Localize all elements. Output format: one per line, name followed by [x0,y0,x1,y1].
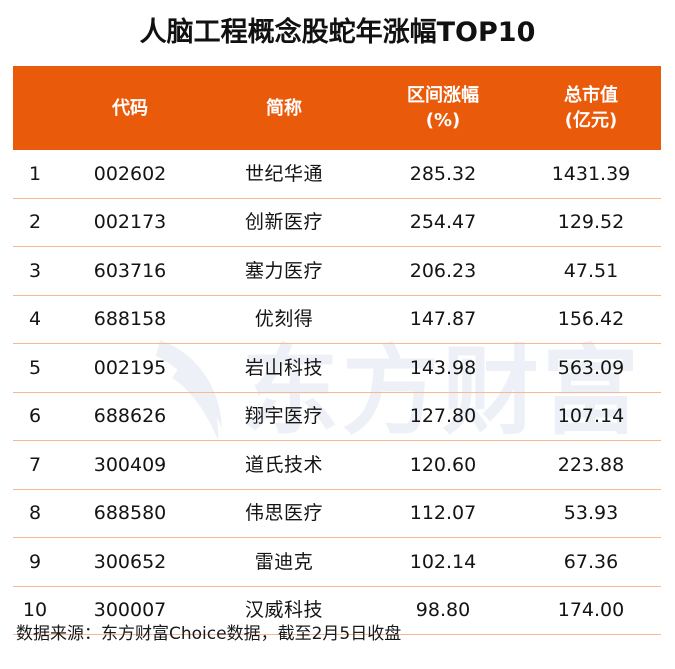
cell-mktcap: 156.42 [557,308,625,331]
cell-mktcap: 47.51 [563,259,619,282]
cell-mktcap: 174.00 [557,599,625,622]
cell-mktcap: 1431.39 [551,162,631,185]
cell-mktcap: 67.36 [563,550,619,573]
table-row: 9 300652 雷迪克 102.14 67.36 [13,538,661,587]
column-header-name: 简称 [203,96,365,121]
cell-name: 岩山科技 [244,356,323,379]
cell-code: 688626 [93,405,167,428]
column-header-mktcap-unit: (亿元) [564,110,618,131]
cell-code: 603716 [93,259,167,282]
cell-rank: 8 [28,502,42,525]
table-row: 5 002195 岩山科技 143.98 563.09 [13,344,661,393]
cell-change: 143.98 [409,356,477,379]
cell-code: 002173 [93,211,167,234]
cell-rank: 3 [28,259,42,282]
cell-change: 112.07 [409,502,477,525]
cell-code: 300007 [93,599,167,622]
column-header-mktcap-label: 总市值 [564,85,618,106]
cell-code: 688158 [93,308,167,331]
table-row: 4 688158 优刻得 147.87 156.42 [13,296,661,344]
column-header-change: 区间涨幅 (%) [365,83,521,133]
cell-rank: 1 [28,162,42,185]
data-source-note: 数据来源：东方财富Choice数据，截至2月5日收盘 [16,624,402,644]
cell-name: 伟思医疗 [244,502,323,525]
cell-name: 塞力医疗 [244,259,323,282]
cell-mktcap: 563.09 [557,356,625,379]
cell-change: 285.32 [409,162,477,185]
cell-name: 汉威科技 [244,599,323,622]
cell-mktcap: 223.88 [557,453,625,476]
table-row: 3 603716 塞力医疗 206.23 47.51 [13,247,661,296]
cell-rank: 4 [28,308,42,331]
column-header-change-label: 区间涨幅 [407,85,479,106]
table-row: 8 688580 伟思医疗 112.07 53.93 [13,490,661,538]
column-header-code: 代码 [57,96,203,121]
cell-change: 120.60 [409,453,477,476]
cell-change: 127.80 [409,405,477,428]
column-header-change-unit: (%) [425,110,461,131]
cell-code: 688580 [93,502,167,525]
column-header-code-label: 代码 [112,97,148,119]
cell-rank: 5 [28,356,42,379]
cell-name: 道氏技术 [244,453,323,476]
column-header-mktcap: 总市值 (亿元) [521,83,661,133]
cell-change: 98.80 [415,599,471,622]
column-header-name-label: 简称 [266,97,302,119]
cell-rank: 6 [28,405,42,428]
cell-mktcap: 107.14 [557,405,625,428]
table-row: 2 002173 创新医疗 254.47 129.52 [13,199,661,247]
cell-mktcap: 53.93 [563,502,619,525]
cell-rank: 9 [28,550,42,573]
cell-mktcap: 129.52 [557,211,625,234]
cell-code: 300409 [93,453,167,476]
cell-name: 世纪华通 [244,162,323,185]
cell-rank: 2 [28,211,42,234]
cell-code: 002195 [93,356,167,379]
cell-change: 102.14 [409,550,477,573]
table-row: 10 300007 汉威科技 98.80 174.00 [13,587,661,635]
table-row: 7 300409 道氏技术 120.60 223.88 [13,441,661,490]
cell-change: 206.23 [409,259,477,282]
cell-code: 002602 [93,162,167,185]
page-title: 人脑工程概念股蛇年涨幅TOP10 [139,17,536,48]
cell-rank: 7 [28,453,42,476]
ranking-table: 代码 简称 区间涨幅 (%) 总市值 (亿元) 1 002602 世纪华通 28… [13,66,661,635]
cell-rank: 10 [22,599,48,622]
cell-change: 147.87 [409,308,477,331]
cell-name: 优刻得 [254,308,314,331]
cell-name: 雷迪克 [254,550,314,573]
cell-name: 创新医疗 [244,211,323,234]
table-row: 1 002602 世纪华通 285.32 1431.39 [13,150,661,199]
table-row: 6 688626 翔宇医疗 127.80 107.14 [13,393,661,441]
table-header-row: 代码 简称 区间涨幅 (%) 总市值 (亿元) [13,66,661,150]
cell-code: 300652 [93,550,167,573]
cell-name: 翔宇医疗 [244,405,323,428]
cell-change: 254.47 [409,211,477,234]
